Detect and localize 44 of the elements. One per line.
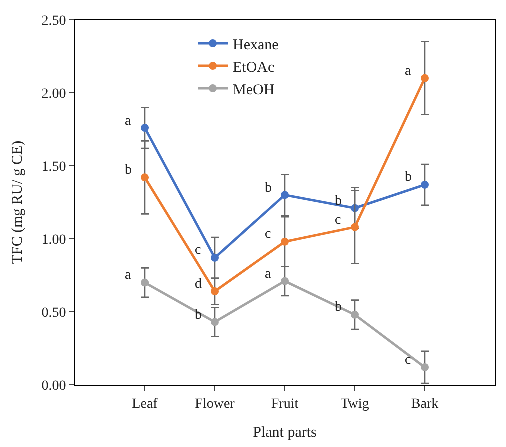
x-tick-label: Twig — [340, 396, 370, 412]
y-tick-label: 1.50 — [42, 160, 66, 175]
y-axis-title: TFC (mg RU/ g CE) — [10, 140, 26, 264]
y-tick-label: 0.50 — [42, 306, 66, 321]
point — [281, 277, 289, 286]
annotation: a — [125, 114, 132, 129]
point — [141, 124, 149, 132]
x-tick-label: Fruit — [271, 396, 299, 412]
point — [421, 363, 429, 372]
x-axis-title: Plant parts — [253, 424, 318, 441]
x-tick-label: Flower — [195, 396, 236, 412]
annotation: c — [335, 213, 342, 228]
annotation: c — [195, 243, 202, 258]
annotation: c — [265, 227, 272, 242]
annotation: b — [265, 181, 272, 196]
annotation: c — [405, 353, 412, 368]
annotation: b — [405, 170, 412, 185]
y-tick-label: 2.50 — [42, 14, 66, 29]
point — [211, 254, 219, 262]
annotation: a — [405, 64, 412, 79]
annotation: a — [265, 267, 272, 282]
annotation: d — [195, 277, 202, 292]
annotation: b — [195, 308, 202, 323]
y-tick-label: 2.00 — [42, 86, 66, 102]
point — [281, 238, 289, 246]
y-tick-label: 1.00 — [42, 232, 66, 248]
point — [281, 191, 289, 200]
x-tick-label: Leaf — [132, 396, 158, 412]
annotation: b — [335, 300, 342, 315]
point — [141, 278, 149, 287]
point — [211, 318, 219, 326]
legend-label: MeOH — [233, 82, 275, 98]
x-tick-label: Bark — [411, 396, 439, 412]
y-tick-label: 0.00 — [42, 378, 66, 394]
point — [421, 180, 429, 189]
annotation: b — [125, 163, 132, 178]
point — [211, 288, 219, 296]
annotation: a — [125, 268, 132, 283]
point — [141, 174, 149, 182]
point — [351, 223, 359, 232]
legend-label: Hexane — [233, 37, 280, 54]
point — [421, 74, 429, 82]
legend-label: EtOAc — [233, 60, 275, 76]
point — [351, 310, 359, 319]
